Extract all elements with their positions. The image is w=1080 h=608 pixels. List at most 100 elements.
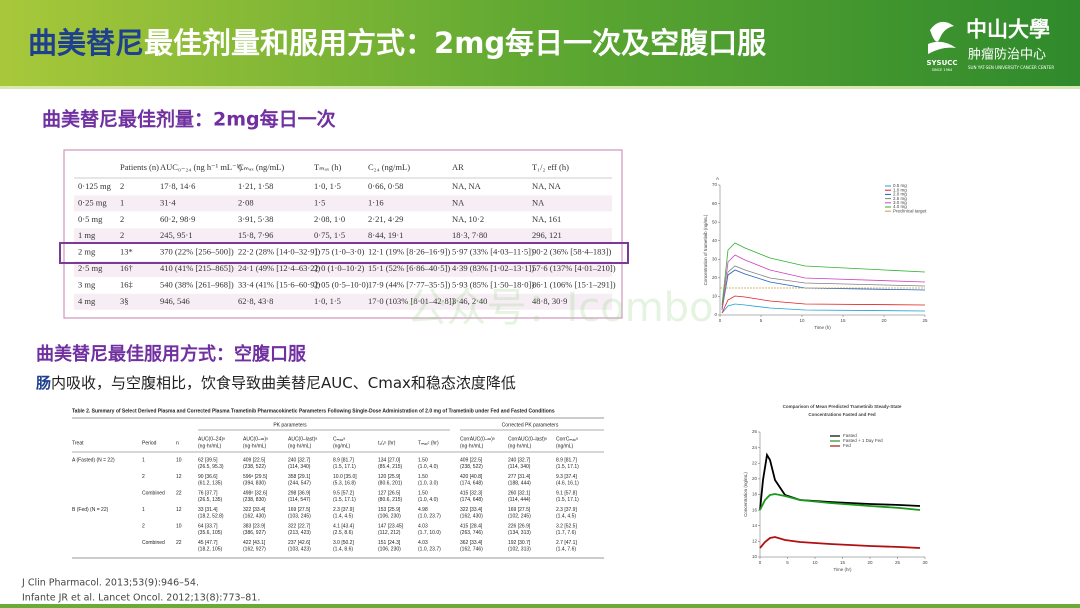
table-cell: (106, 230) — [378, 513, 401, 519]
table-cell: (4.6, 16.1) — [556, 480, 579, 486]
table-cell: 2·0 (1·0–10·2) — [314, 263, 364, 273]
table-cell: 298 [36.9] — [288, 490, 311, 496]
pk-table: Patients (n) AUC₀₋₂₄ (ng h⁻¹ mL⁻¹)Cₘₐₓ (n… — [74, 162, 616, 310]
reference: Infante JR et al. Lancet Oncol. 2012;13(… — [22, 593, 260, 604]
table-cell: 2·08 — [238, 197, 254, 207]
table-cell: 10.0 [35.0] — [333, 474, 357, 480]
logo-since: SINCE 1964 — [932, 68, 953, 72]
table-cell: 3·46, 2·40 — [452, 296, 487, 306]
logo-emblem — [930, 21, 954, 42]
table-cell: (174, 648) — [460, 497, 483, 503]
y-tick-label: 50 — [712, 219, 718, 224]
row-shade — [74, 195, 612, 212]
x-tick-label: 25 — [922, 318, 928, 323]
table-cell: (114, 444) — [508, 497, 531, 503]
column-header: (ng/mL) — [333, 443, 351, 449]
table-cell: (1.0, 23.7) — [418, 546, 441, 552]
table-cell: 322 [33.4] — [460, 507, 483, 513]
table-cell: 13* — [120, 247, 133, 257]
table-cell: 362 [33.4] — [460, 540, 483, 546]
table-cell: 422 [43.1] — [243, 540, 266, 546]
logo-en: SUN YAT-SEN UNIVERSITY CANCER CENTER — [968, 65, 1054, 70]
legend-entry: 4.0 mg — [893, 204, 907, 209]
y-tick-label: 24 — [752, 445, 758, 450]
table-cell: (35.6, 105) — [198, 530, 223, 536]
table-cell: (263, 746) — [460, 530, 483, 536]
column-header: Tₘₐₓ (h) — [314, 162, 341, 172]
legend-entry: 1.0 mg — [893, 187, 907, 192]
table-cell: 169 [27.5] — [288, 507, 311, 513]
table-cell: 62 [39.5] — [198, 457, 218, 463]
column-header: (ng·hr/mL) — [198, 443, 222, 449]
reference: J Clin Pharmacol. 2013;53(9):946–54. — [21, 578, 199, 589]
table-cell: 2 — [120, 181, 124, 191]
table-cell: 420 [40.8] — [460, 474, 483, 480]
table-cell: 1·0, 1·5 — [314, 296, 341, 306]
table-cell: 18·3, 7·80 — [452, 230, 487, 240]
table-cell: 90 [36.6] — [198, 474, 218, 480]
steady-state-chart: 10 12 14 16 18 20 22 24 26 0 5 10 15 20 25 30 Time (hr) C… — [743, 404, 928, 572]
x-axis-label: Time (h) — [814, 325, 831, 330]
x-tick-label: 15 — [840, 318, 846, 323]
table-cell: 64 [33.7] — [198, 523, 218, 529]
table-cell: 245, 95·1 — [160, 230, 193, 240]
text-run: 内吸收，与空腹相比，饮食导致曲美替尼AUC、Cmax和稳态浓度降低 — [51, 374, 516, 392]
table-cell: 0·125 mg — [78, 181, 112, 191]
x-tick-label: 0 — [719, 318, 722, 323]
table-cell: (1.5, 17.1) — [333, 464, 356, 470]
column-header: CorrAUC(0–last)ᵃ — [508, 436, 547, 442]
table-cell: 22 — [176, 540, 182, 546]
table-cell: 2 mg — [78, 247, 96, 257]
column-header: t₁/₂ᵇ (hr) — [378, 440, 396, 446]
table-cell: (1.4, 4.5) — [556, 513, 576, 519]
y-axis-label: Concentration (ng/mL) — [743, 472, 748, 517]
table-cell: (80.6, 215) — [378, 497, 403, 503]
bold-word: 肠 — [36, 374, 51, 392]
table-cell: (1.0, 4.0) — [418, 497, 438, 503]
x-tick-label: 5 — [760, 318, 763, 323]
table-cell: 240 [32.7] — [288, 457, 311, 463]
chart-title: Comparison of Mean Predicted Trametinib … — [783, 404, 902, 409]
column-header: C₂₄ (ng/mL) — [368, 162, 410, 172]
y-tick-label: 10 — [712, 294, 718, 299]
table-cell: 151 [24.3] — [378, 540, 401, 546]
table-cell: 76 [37.7] — [198, 490, 218, 496]
table-cell: 358 [29.1] — [288, 474, 311, 480]
y-tick-label: 40 — [712, 238, 718, 243]
section-heading: 曲美替尼最佳剂量：2mg每日一次 — [42, 108, 336, 131]
table-cell: 410 (41% [215–865]) — [160, 263, 234, 273]
header-bar — [0, 0, 1080, 86]
table-cell: (1.4, 7.6) — [556, 546, 576, 552]
curve — [721, 265, 926, 311]
section-heading: 曲美替尼最佳服用方式：空腹口服 — [36, 343, 307, 365]
table-cell: 3.2 [52.5] — [556, 523, 577, 529]
table-cell: 2 — [142, 523, 145, 529]
table-cell: (2.5, 8.6) — [333, 530, 353, 536]
table-cell: 33 [31.4] — [198, 507, 218, 513]
table-cell: 1 — [142, 507, 145, 513]
table-cell: (244, 547) — [288, 480, 311, 486]
table-cell: 1.50 — [418, 457, 428, 463]
row-shade — [74, 261, 612, 277]
table-cell: (162, 430) — [243, 513, 266, 519]
y-tick-label: 60 — [712, 201, 718, 206]
table-cell: (114, 340) — [508, 464, 531, 470]
table-cell: 90·2 (36% [58·4–183]) — [532, 247, 611, 257]
column-header: Patients (n) — [120, 162, 159, 172]
title-part: 最佳剂量和服用方式：2mg每日一次及空腹口服 — [144, 26, 767, 60]
table-cell: 4 mg — [78, 296, 96, 306]
table-cell: 498ᵈ [32.6] — [243, 490, 268, 496]
table-cell: 17·8, 14·6 — [160, 181, 195, 191]
table-cell: (102, 245) — [508, 513, 531, 519]
title-part: 曲美替尼 — [28, 26, 144, 60]
table-cell: 62·8, 43·8 — [238, 296, 273, 306]
table-cell: 22 — [176, 490, 182, 496]
table-cell: (1.5, 17.1) — [556, 464, 579, 470]
column-header: (ng·hr/mL) — [508, 443, 532, 449]
table-cell: 4·39 (83% [1·02–13·1]) — [452, 263, 534, 273]
legend-entry: 2.5 mg — [893, 196, 907, 201]
column-header: AUC(0–last)ᵃ — [288, 436, 317, 442]
table-cell: (18.2, 52.8) — [198, 513, 224, 519]
column-header: AUC(0–∞)ᵃ — [243, 436, 268, 442]
y-tick-label: 20 — [712, 275, 718, 280]
